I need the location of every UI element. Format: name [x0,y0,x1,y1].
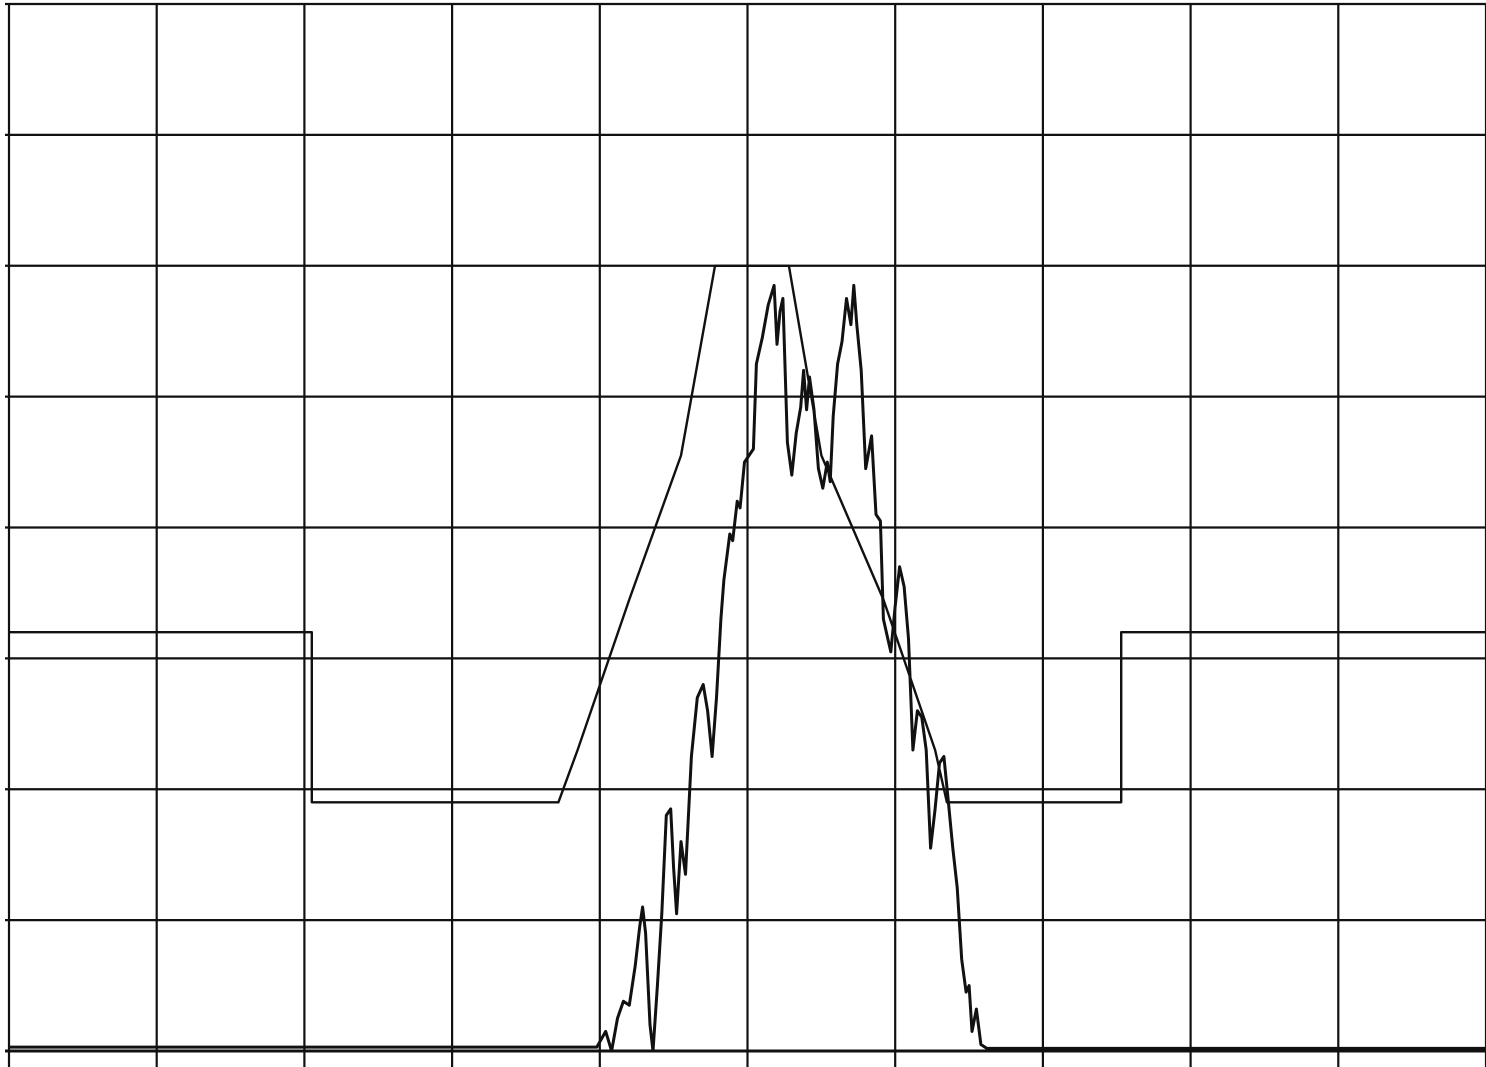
series-layer [9,264,1486,1053]
grid [5,2,1486,1067]
spectrum-trace [9,283,1486,1053]
mask-line [9,264,1486,804]
